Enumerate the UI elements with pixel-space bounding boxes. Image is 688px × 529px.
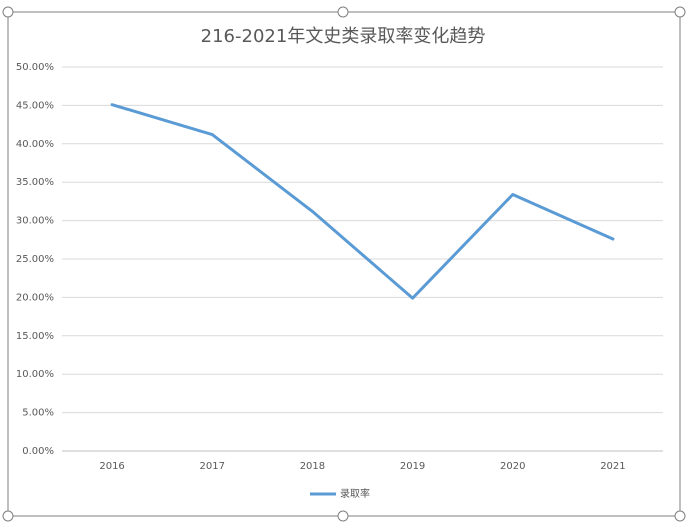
x-tick-label: 2016 — [99, 461, 124, 472]
resize-handle[interactable] — [2, 6, 14, 18]
x-tick-label: 2019 — [400, 461, 425, 472]
y-tick-label: 40.00% — [16, 139, 54, 150]
y-tick-label: 20.00% — [16, 292, 54, 303]
y-tick-label: 5.00% — [22, 408, 54, 419]
y-tick-label: 50.00% — [16, 62, 54, 73]
legend-label: 录取率 — [340, 487, 370, 500]
resize-handle[interactable] — [337, 510, 349, 522]
resize-handle[interactable] — [674, 6, 686, 18]
y-tick-label: 10.00% — [16, 369, 54, 380]
resize-handle[interactable] — [674, 510, 686, 522]
resize-handle[interactable] — [337, 6, 349, 18]
y-tick-label: 0.00% — [22, 446, 54, 457]
y-tick-label: 25.00% — [16, 254, 54, 265]
data-line — [110, 103, 615, 300]
y-tick-label: 30.00% — [16, 216, 54, 227]
y-tick-label: 45.00% — [16, 100, 54, 111]
y-tick-label: 15.00% — [16, 331, 54, 342]
y-tick-label: 35.00% — [16, 177, 54, 188]
x-tick-label: 2021 — [600, 461, 625, 472]
chart-frame — [7, 11, 681, 517]
x-tick-label: 2017 — [200, 461, 225, 472]
x-tick-label: 2020 — [500, 461, 525, 472]
chart-title: 216-2021年文史类录取率变化趋势 — [201, 26, 486, 47]
x-tick-label: 2018 — [300, 461, 325, 472]
resize-handle[interactable] — [2, 510, 14, 522]
